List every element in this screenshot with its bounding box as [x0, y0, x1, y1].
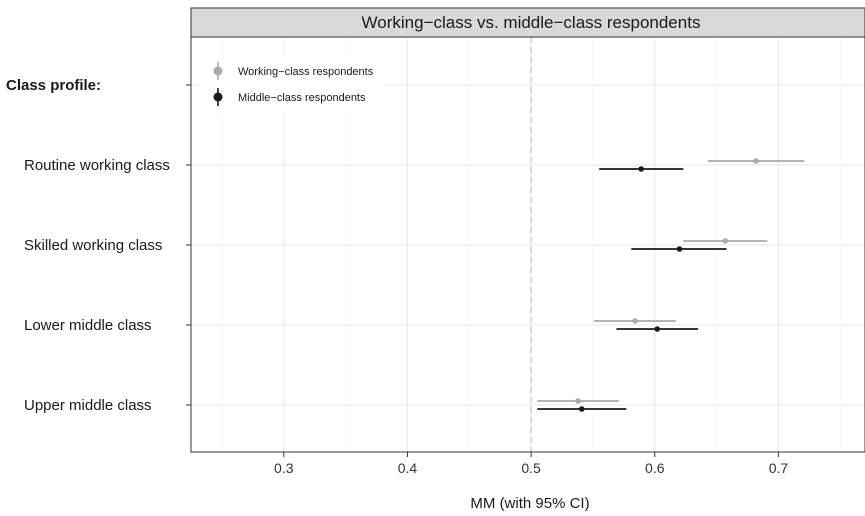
point-estimate	[753, 158, 759, 164]
legend-box	[200, 56, 384, 114]
y-tick-label: Routine working class	[24, 157, 170, 174]
point-estimate	[578, 406, 585, 412]
point-estimate	[722, 238, 729, 244]
x-axis: 0.3 0.4 0.5 0.6 0.7	[274, 452, 788, 476]
x-axis-label: MM (with 95% CI)	[470, 495, 589, 512]
x-tick-label: 0.7	[769, 460, 789, 476]
y-axis: Class profile: Routine working class Skill…	[6, 77, 191, 414]
y-tick-label: Lower middle class	[24, 317, 152, 334]
legend-key-dot	[213, 92, 223, 102]
legend-label: Working−class respondents	[238, 66, 374, 78]
y-axis-heading: Class profile:	[6, 77, 101, 94]
chart-title: Working−class vs. middle−class responden…	[362, 13, 701, 32]
facet-strip	[190, 7, 865, 38]
y-tick-label: Skilled working class	[24, 237, 162, 254]
legend: Working−class respondents Middle−class re…	[200, 56, 384, 114]
x-tick-label: 0.4	[398, 460, 418, 476]
point-estimate	[654, 326, 661, 332]
x-tick-label: 0.6	[645, 460, 665, 476]
point-estimate	[575, 398, 581, 404]
point-estimate	[676, 246, 683, 252]
legend-label: Middle−class respondents	[238, 92, 366, 104]
point-estimate	[632, 318, 638, 324]
legend-key-dot	[213, 66, 223, 76]
point-estimate	[638, 166, 644, 172]
y-tick-label: Upper middle class	[24, 397, 152, 414]
x-tick-label: 0.5	[521, 460, 541, 476]
x-tick-label: 0.3	[274, 460, 294, 476]
data-marks	[537, 158, 805, 412]
